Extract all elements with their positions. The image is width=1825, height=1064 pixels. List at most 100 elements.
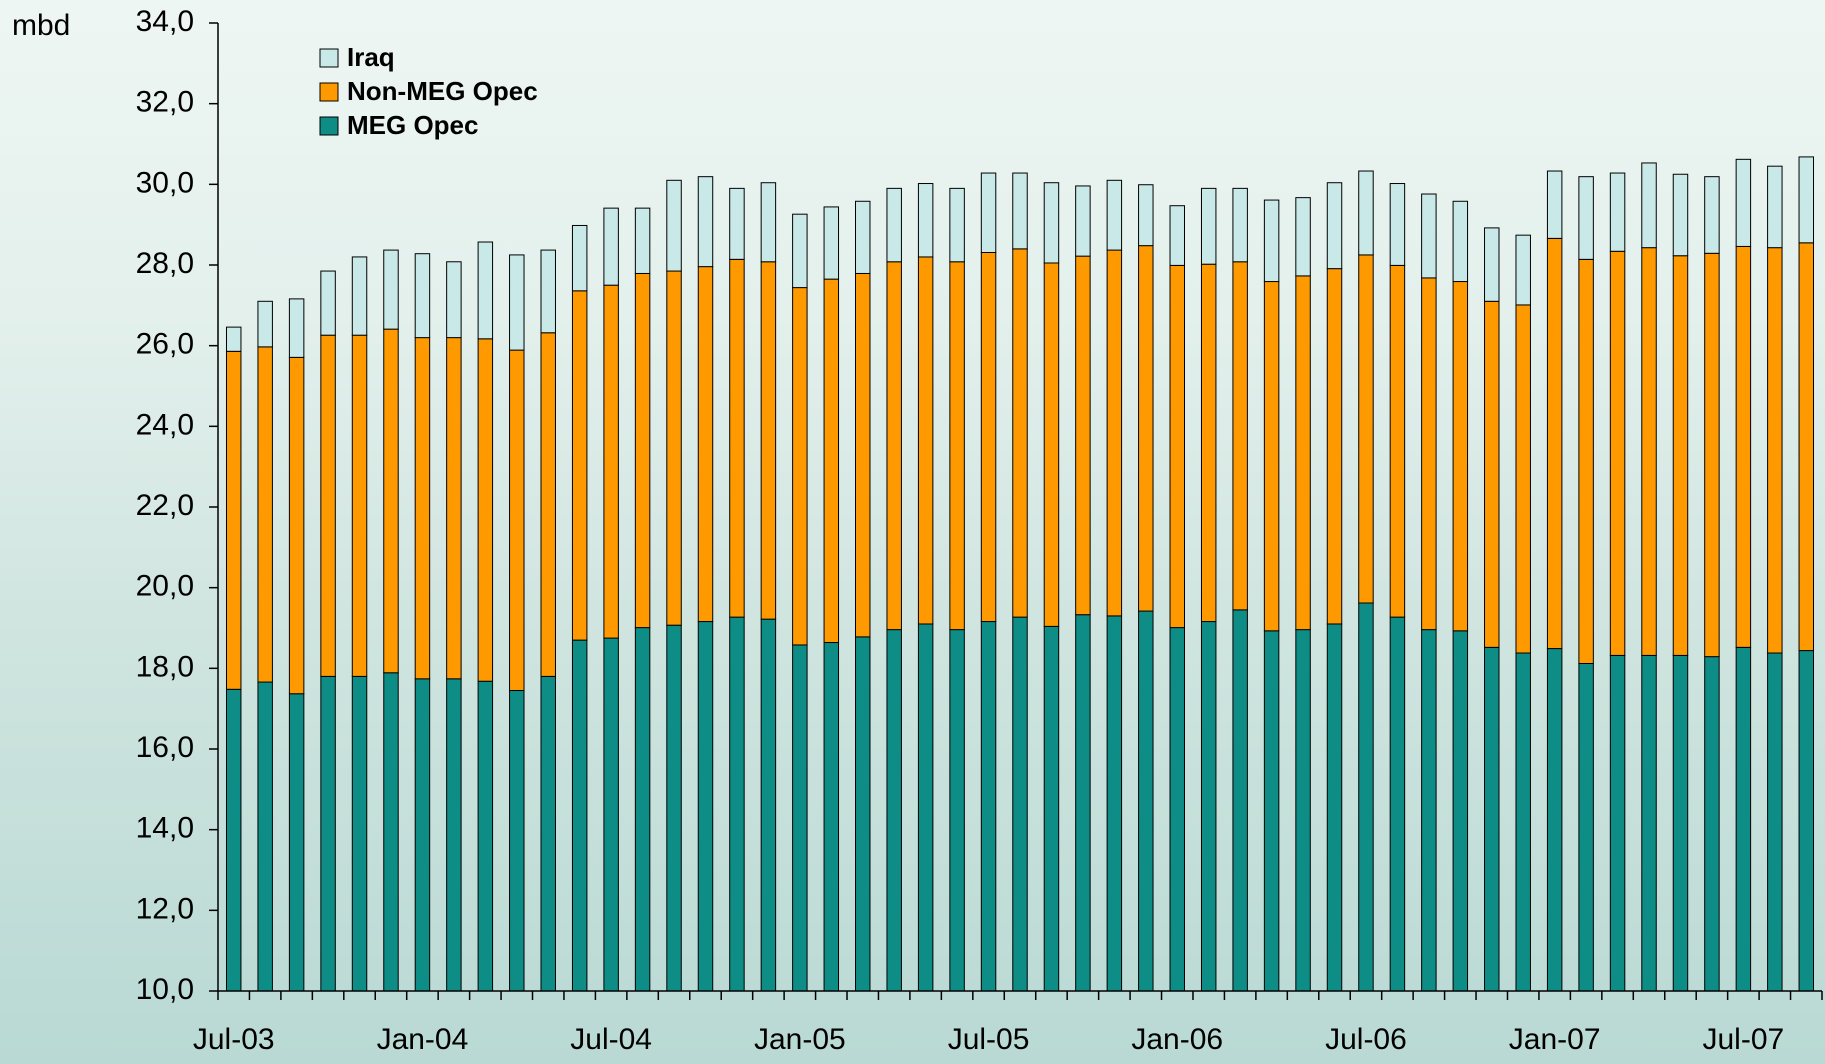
bar-segment (887, 262, 901, 630)
x-tick-label: Jul-04 (570, 1023, 652, 1056)
bar-segment (1296, 198, 1310, 276)
bar-segment (1264, 631, 1278, 991)
bar-segment (856, 201, 870, 273)
bar-segment (887, 188, 901, 261)
bar-segment (761, 262, 775, 619)
bar-segment (1547, 649, 1561, 991)
bar-segment (730, 188, 744, 259)
bar-segment (1610, 251, 1624, 655)
bar-segment (950, 262, 964, 630)
bar-segment (1579, 177, 1593, 260)
bar-segment (1579, 663, 1593, 991)
bar-segment (1327, 624, 1341, 991)
legend-swatch (320, 83, 338, 101)
bar-segment (226, 351, 240, 689)
bar-segment (1359, 603, 1373, 991)
bar-segment (352, 257, 366, 335)
bar-segment (1673, 655, 1687, 991)
x-tick-label: Jul-05 (948, 1023, 1030, 1056)
x-tick-label: Jan-06 (1131, 1023, 1223, 1056)
bar-segment (1076, 186, 1090, 256)
bar-segment (981, 252, 995, 621)
bar-segment (1799, 157, 1813, 243)
bar-segment (824, 279, 838, 642)
bar-segment (1547, 238, 1561, 648)
bar-segment (604, 285, 618, 638)
bar-segment (1453, 282, 1467, 631)
bar-segment (1736, 647, 1750, 991)
bar-segment (289, 299, 303, 357)
bar-segment (604, 208, 618, 285)
bar-segment (510, 350, 524, 690)
bar-segment (761, 619, 775, 991)
y-tick-label: 10,0 (136, 973, 194, 1006)
bar-segment (1453, 631, 1467, 991)
bar-segment (1485, 301, 1499, 647)
bar-segment (478, 339, 492, 681)
bar-segment (1422, 194, 1436, 278)
bar-segment (1359, 255, 1373, 603)
y-tick-label: 14,0 (136, 812, 194, 845)
bar-segment (1422, 630, 1436, 991)
bar-segment (824, 643, 838, 991)
bar-segment (1233, 610, 1247, 991)
bar-segment (1107, 180, 1121, 250)
bar-segment (1296, 276, 1310, 630)
chart: mbd 10,012,014,016,018,020,022,024,026,0… (0, 0, 1825, 1064)
y-tick-label: 30,0 (136, 166, 194, 199)
bar-segment (447, 338, 461, 679)
bar-segment (793, 645, 807, 991)
bar-segment (415, 254, 429, 338)
bar-segment (510, 691, 524, 991)
bar-segment (478, 242, 492, 339)
bar-segment (1422, 278, 1436, 630)
bar-segment (918, 257, 932, 624)
bar-segment (1044, 183, 1058, 263)
bar-segment (1610, 655, 1624, 991)
legend-swatch (320, 117, 338, 135)
bar-segment (793, 288, 807, 645)
bar-segment (321, 676, 335, 991)
bar-segment (1076, 256, 1090, 615)
y-tick-label: 18,0 (136, 650, 194, 683)
bar-segment (1201, 622, 1215, 991)
bar-segment (1296, 630, 1310, 991)
bar-segment (698, 622, 712, 991)
bar-segment (1453, 201, 1467, 281)
bar-segment (1170, 206, 1184, 266)
bar-segment (1736, 246, 1750, 647)
bar-segment (1610, 173, 1624, 251)
bar-segment (1107, 250, 1121, 616)
bar-segment (761, 183, 775, 262)
bar-segment (635, 628, 649, 991)
bar-segment (1390, 184, 1404, 266)
bar-segment (887, 630, 901, 991)
bar-segment (1044, 626, 1058, 991)
x-tick-label: Jan-07 (1509, 1023, 1601, 1056)
bar-segment (1547, 171, 1561, 238)
y-axis-label: mbd (12, 9, 70, 42)
bar-segment (572, 640, 586, 991)
bar-segment (1170, 628, 1184, 991)
bar-segment (1013, 249, 1027, 617)
bar-segment (289, 694, 303, 991)
bar-segment (604, 638, 618, 991)
bar-segment (1673, 174, 1687, 255)
bar-segment (352, 676, 366, 991)
bar-segment (258, 347, 272, 682)
bar-segment (572, 225, 586, 290)
bar-segment (1485, 647, 1499, 991)
bar-segment (1139, 185, 1153, 246)
bar-segment (1390, 617, 1404, 991)
bar-segment (918, 624, 932, 991)
bar-segment (1139, 246, 1153, 611)
bar-segment (1673, 256, 1687, 656)
bar-segment (1327, 269, 1341, 624)
bar-segment (352, 335, 366, 676)
bar-segment (258, 301, 272, 347)
bar-segment (478, 681, 492, 991)
bar-segment (1327, 183, 1341, 269)
bar-segment (1768, 166, 1782, 247)
bar-segment (1799, 651, 1813, 991)
bar-segment (1076, 615, 1090, 991)
